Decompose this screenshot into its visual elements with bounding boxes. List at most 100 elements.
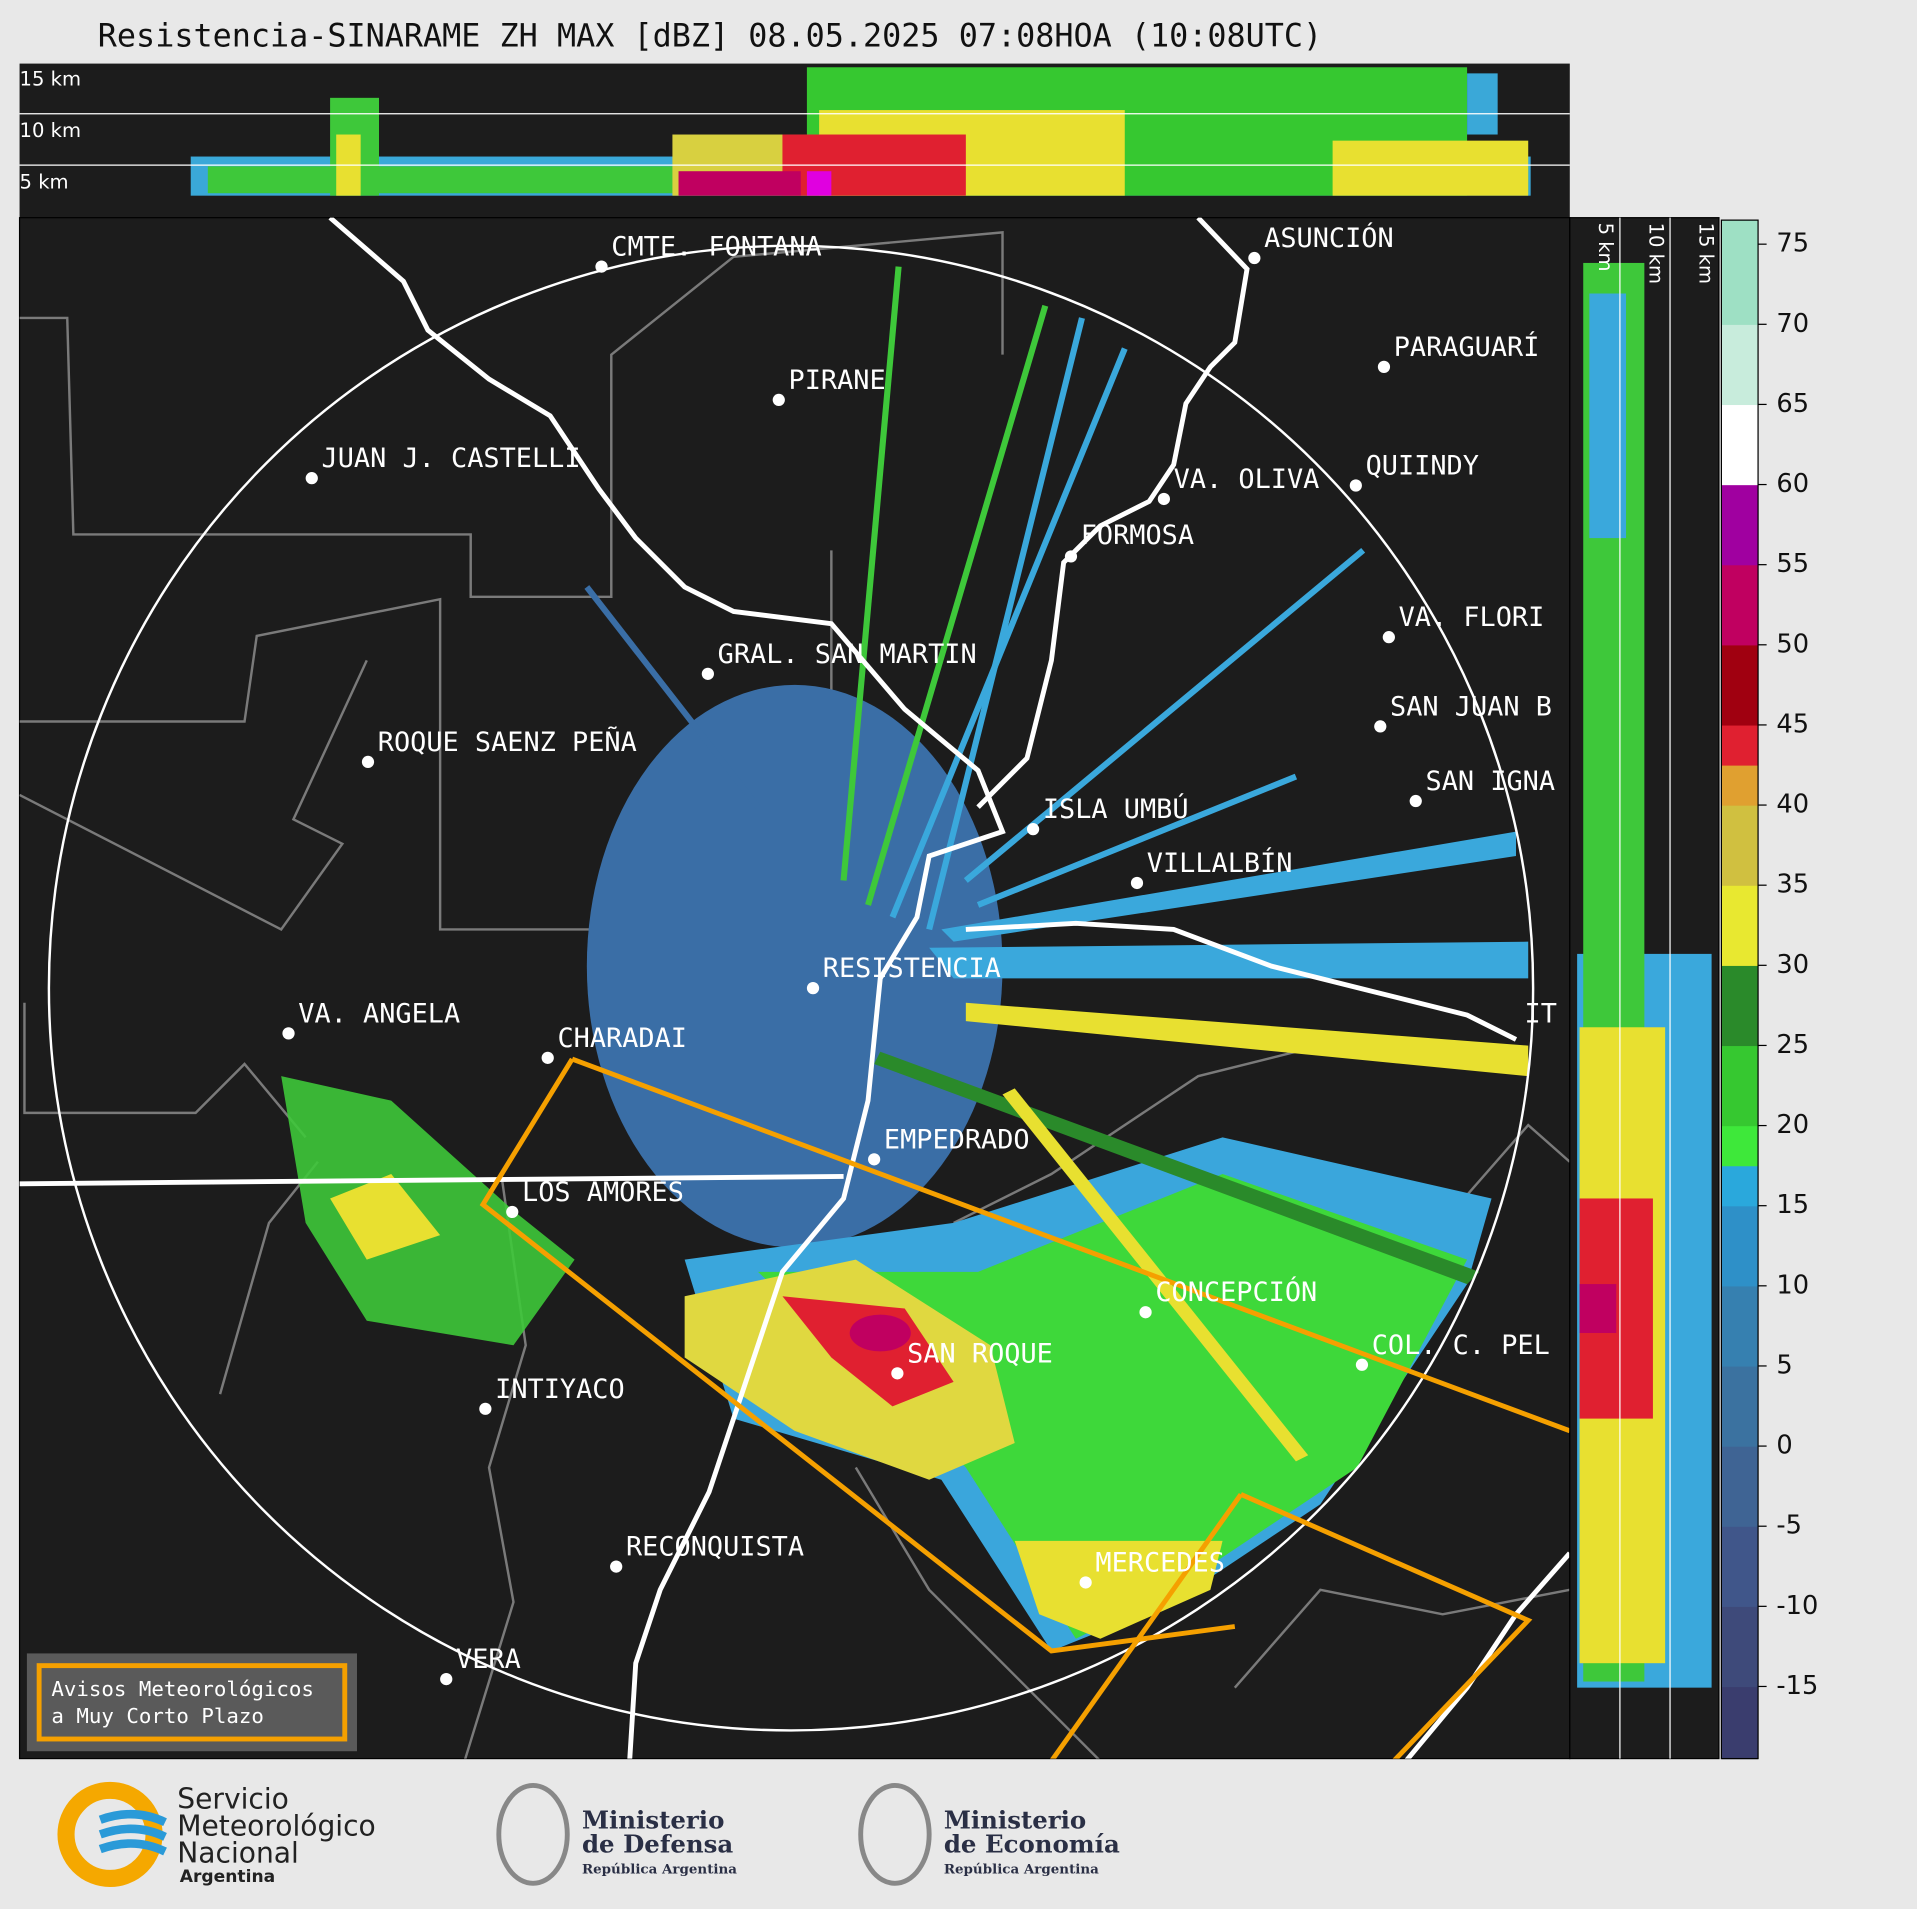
logo-text: Servicio [177,1783,289,1816]
colorbar-tick-label: 75 [1776,229,1809,259]
warning-box [26,1653,357,1752]
city-label: ASUNCIÓN [1264,222,1394,254]
colorbar-segment [1721,724,1759,766]
radar-echoes [281,684,1529,1651]
logo-economia: Ministerio de Economía República Argenti… [858,1783,1120,1886]
colorbar-segment [1721,1125,1759,1167]
city-label: ROQUE SAENZ PEÑA [378,726,637,758]
city-label: VA. ANGELA [298,998,460,1029]
colorbar-tick-label: -5 [1776,1511,1802,1541]
city-label: RECONQUISTA [626,1532,804,1563]
city-label: FORMOSA [1081,520,1194,551]
colorbar-segment [1721,1446,1759,1527]
city-label: VILLALBÍN [1147,847,1293,879]
city-label: PARAGUARÍ [1394,331,1540,363]
colorbar-tick-label: 60 [1776,469,1809,499]
colorbar-tick-label: -15 [1776,1671,1818,1701]
height-label: 15 km [20,68,81,91]
colorbar-segment [1721,805,1759,886]
height-label: 5 km [20,170,69,193]
top-echoes [190,67,1531,196]
warning-text: a Muy Corto Plazo [51,1704,264,1728]
colorbar-tick-label: 65 [1776,389,1809,419]
colorbar-tick-label: 15 [1776,1190,1809,1220]
logo-text: Ministerio [944,1805,1086,1834]
colorbar-tick-label: 50 [1776,629,1809,659]
colorbar-tick-label: 70 [1776,309,1809,339]
colorbar-tick-label: 30 [1776,950,1809,980]
logo-text: Meteorológico [177,1810,375,1843]
colorbar-segment [1721,324,1759,406]
height-label: 10 km [1644,223,1667,284]
warning-text: Avisos Meteorológicos [51,1677,314,1701]
colorbar-segment [1721,1165,1759,1207]
colorbar-segment [1721,404,1759,486]
city-label: ISLA UMBÚ [1043,793,1189,825]
city-label: GRAL. SAN MARTIN [718,639,977,670]
colorbar-segment [1721,1686,1759,1760]
city-label: CHARADAI [557,1023,687,1054]
city-label: VA. FLORI [1399,602,1545,633]
colorbar-segment [1721,1526,1759,1607]
colorbar-tick-label: 55 [1776,549,1809,579]
city-label: JUAN J. CASTELLI [322,443,581,474]
colorbar-frame [1720,219,1759,1760]
logo-text: Ministerio [582,1805,724,1834]
city-label: VERA [456,1644,521,1675]
warning-polygons [479,1056,1570,1759]
city-label: MERCEDES [1095,1547,1225,1578]
height-label: 5 km [1594,223,1617,272]
colorbar-segment [1721,484,1759,566]
logo-text: Argentina [180,1867,275,1887]
city-label: SAN JUAN B [1390,691,1552,722]
colorbar-tick-label: 40 [1776,790,1809,820]
logo-smn: Servicio Meteorológico Nacional Argentin… [57,1781,376,1887]
warning-box-frame [36,1663,348,1742]
logo-text: de Defensa [582,1830,733,1859]
city-label: IT [1525,998,1557,1029]
radar-range [47,244,1535,1732]
title: Resistencia-SINARAME ZH MAX [dBZ] 08.05.… [98,17,1322,54]
colorbar-tick-label: 10 [1776,1270,1809,1300]
colorbar-segment [1721,1285,1759,1367]
city-label: VA. OLIVA [1174,464,1320,495]
logo-text: de Economía [944,1830,1120,1859]
logo-text: República Argentina [944,1862,1099,1878]
map-content: CMTE. FONTANA PIRANE JUAN J. CASTELLI GR… [19,217,1570,1759]
colorbar-segment [1721,885,1759,966]
colorbar-tick-label: 45 [1776,709,1809,739]
colorbar-tick-label: 0 [1776,1431,1792,1461]
colorbar-segment [1721,1365,1759,1447]
colorbar-segment [1721,1045,1759,1127]
colorbar-segment [1721,564,1759,646]
colorbar-tick-label: -10 [1776,1591,1818,1621]
logo-text: Nacional [177,1837,299,1870]
colorbar-tick-label: 20 [1776,1110,1809,1140]
logo-defensa: Ministerio de Defensa República Argentin… [496,1783,737,1886]
colorbar-tick-label: 5 [1776,1350,1792,1380]
city-markers [282,251,1422,1686]
city-label: SAN ROQUE [907,1338,1053,1369]
city-label: SAN IGNA [1426,766,1556,797]
colorbar-segment [1721,644,1759,726]
colorbar-tick-label: 25 [1776,1030,1809,1060]
city-label: LOS AMORES [522,1177,684,1208]
city-label: CMTE. FONTANA [611,232,821,263]
city-label: COL. C. PEL [1372,1330,1550,1361]
colorbar-segment [1721,1606,1759,1688]
logo-text: República Argentina [582,1862,737,1878]
colorbar-segment [1721,1205,1759,1287]
colorbar-segment [1721,764,1759,806]
city-label: QUIINDY [1366,450,1479,481]
city-label: PIRANE [789,365,886,396]
city-label: EMPEDRADO [884,1124,1030,1155]
colorbar-segment [1721,965,1759,1047]
height-label: 10 km [20,119,81,142]
city-label: INTIYACO [495,1374,625,1405]
colorbar-segment [1721,220,1759,325]
height-label: 15 km [1694,223,1717,284]
rivers [19,217,1570,1759]
colorbar: -15 -10 -5 0 5 10 15 20 25 30 35 40 45 50 55 60 65 70 75 [1721,220,1818,1760]
